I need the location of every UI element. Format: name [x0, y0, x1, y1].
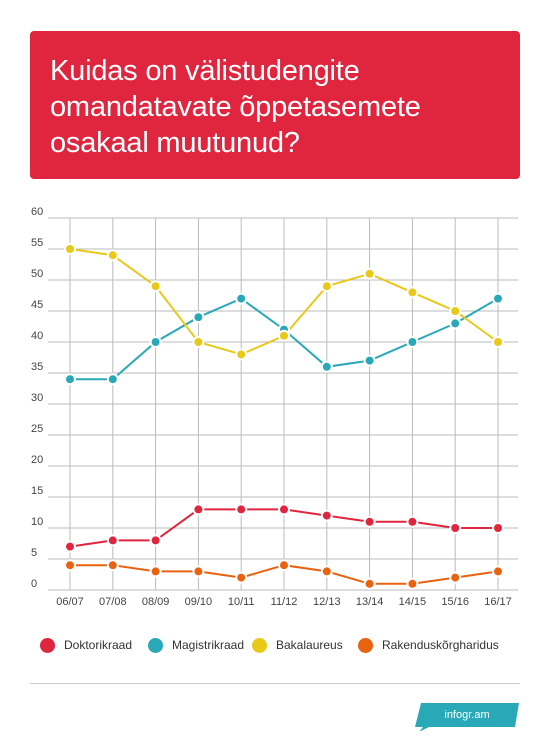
footer-divider: [30, 683, 520, 684]
x-tick-label: 11/12: [271, 596, 298, 608]
data-point: [106, 534, 119, 547]
y-tick-label: 35: [31, 361, 43, 373]
data-point: [64, 373, 76, 386]
data-point: [320, 360, 333, 373]
data-point: [320, 565, 333, 578]
y-tick-label: 45: [31, 299, 43, 311]
y-tick-label: 55: [31, 237, 43, 249]
y-tick-label: 20: [31, 454, 43, 466]
legend-dot-icon: [148, 637, 163, 653]
data-point: [192, 336, 205, 348]
brand-badge-shape: [415, 703, 519, 731]
data-point: [363, 515, 376, 528]
y-tick-label: 50: [31, 268, 43, 280]
data-point: [192, 311, 205, 324]
data-point: [192, 565, 205, 578]
data-point: [64, 559, 76, 572]
data-point: [64, 540, 76, 553]
legend-dot-icon: [40, 637, 55, 653]
x-tick-label: 10/11: [228, 596, 255, 608]
line-chart: 0 5 10 15 20 25 30 35 40 45 50 55 60 06/07 07/08 08/09 0…: [31, 206, 518, 608]
data-point: [235, 503, 248, 516]
legend: Doktorikraad Magistrikraad Bakalaureus Rake…: [40, 636, 520, 654]
x-tick-label: 12/13: [313, 596, 341, 608]
legend-dot-icon: [358, 637, 373, 653]
legend-label: Doktorikraad: [64, 638, 133, 652]
legend-label: Magistrikraad: [172, 638, 245, 652]
data-point: [106, 559, 119, 572]
legend-item[interactable]: Doktorikraad: [40, 636, 132, 654]
legend-item[interactable]: Bakalaureus: [252, 636, 343, 654]
brand-label: infogr.am: [444, 709, 490, 721]
data-point: [406, 515, 419, 528]
y-tick-label: 60: [31, 206, 43, 218]
data-point: [278, 329, 290, 342]
data-point: [320, 280, 333, 293]
data-point: [235, 348, 248, 361]
data-point: [406, 286, 419, 299]
data-point: [406, 336, 419, 348]
data-point: [235, 571, 248, 584]
data-point: [406, 577, 419, 590]
data-point: [492, 522, 504, 534]
legend-label: Rakenduskõrgharidus: [382, 638, 499, 652]
data-point: [235, 292, 248, 305]
data-point: [492, 565, 504, 578]
data-point: [492, 292, 504, 305]
legend-label: Bakalaureus: [276, 638, 343, 652]
data-point: [278, 559, 290, 572]
x-tick-label: 06/07: [56, 596, 84, 608]
x-tick-label: 13/14: [356, 596, 384, 608]
data-point: [492, 336, 504, 348]
data-point: [149, 565, 162, 578]
data-point: [449, 317, 462, 330]
x-tick-label: 08/09: [142, 596, 170, 608]
data-point: [278, 503, 290, 516]
brand-badge[interactable]: infogr.am: [415, 703, 519, 731]
data-point: [149, 336, 162, 348]
data-point: [149, 534, 162, 547]
data-point: [149, 280, 162, 293]
data-point: [363, 267, 376, 280]
y-tick-label: 15: [31, 485, 43, 497]
data-point: [363, 354, 376, 367]
data-point: [449, 305, 462, 317]
y-tick-label: 0: [31, 578, 37, 590]
data-point: [363, 577, 376, 590]
title-banner: Kuidas on välistudengite omandatavate õp…: [30, 31, 520, 179]
data-point: [192, 503, 205, 516]
x-tick-label: 15/16: [441, 596, 469, 608]
legend-item[interactable]: Magistrikraad: [148, 636, 244, 654]
data-point: [106, 373, 119, 386]
y-tick-label: 25: [31, 423, 43, 435]
legend-dot-icon: [252, 637, 267, 653]
legend-item[interactable]: Rakenduskõrgharidus: [358, 636, 499, 654]
x-tick-label: 16/17: [484, 596, 512, 608]
y-tick-label: 40: [31, 330, 43, 342]
data-point: [320, 509, 333, 522]
chart-title: Kuidas on välistudengite omandatavate õp…: [50, 55, 421, 159]
y-tick-label: 10: [31, 516, 43, 528]
data-point: [106, 249, 119, 262]
y-tick-label: 30: [31, 392, 43, 404]
data-point: [449, 522, 462, 534]
x-tick-label: 07/08: [99, 596, 127, 608]
data-point: [64, 243, 76, 255]
data-point: [449, 571, 462, 584]
x-tick-label: 09/10: [185, 596, 213, 608]
y-tick-label: 5: [31, 547, 37, 559]
x-tick-label: 14/15: [399, 596, 427, 608]
